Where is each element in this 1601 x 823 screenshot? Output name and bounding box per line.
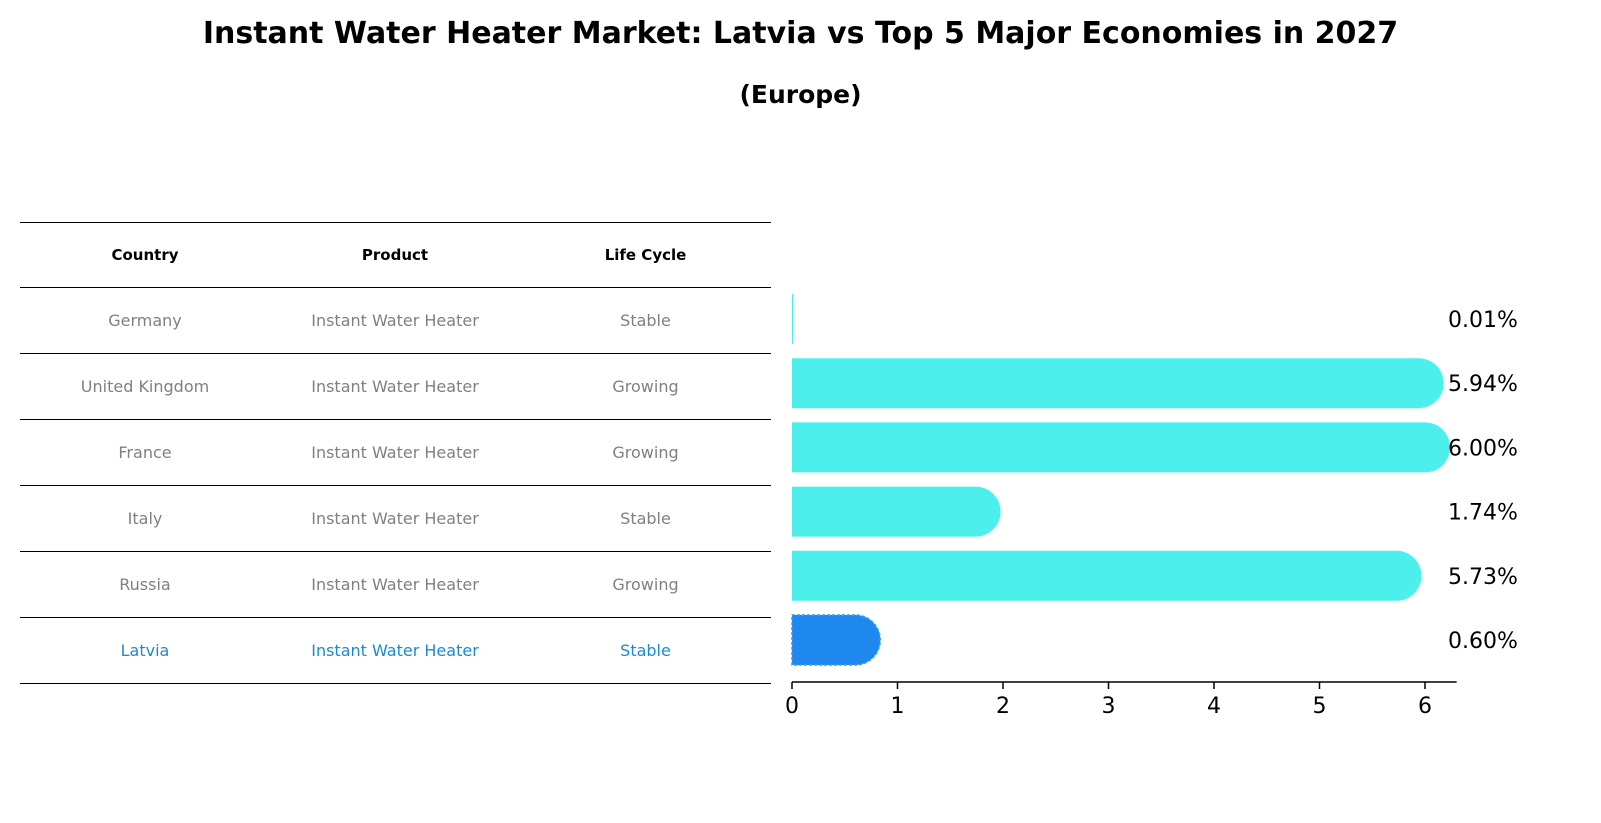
bar-germany <box>792 294 794 344</box>
header-life-cycle: Life Cycle <box>604 246 687 264</box>
value-label-latvia: 0.60% <box>1448 629 1518 654</box>
cell-country: Germany <box>108 311 182 330</box>
cell-product: Instant Water Heater <box>311 443 479 462</box>
cell-country: Russia <box>119 575 171 594</box>
x-tick-label: 3 <box>1102 694 1116 719</box>
table-row-highlight: Latvia Instant Water Heater Stable <box>20 618 771 684</box>
cell-life-cycle: Stable <box>620 509 671 528</box>
x-tick-label: 5 <box>1313 694 1327 719</box>
value-label-russia: 5.73% <box>1448 565 1518 590</box>
cell-product: Instant Water Heater <box>311 641 479 660</box>
value-label-united-kingdom: 5.94% <box>1448 372 1518 397</box>
chart-subtitle: (Europe) <box>739 80 862 109</box>
x-tick-label: 6 <box>1418 694 1432 719</box>
table-header-row: Country Product Life Cycle <box>20 222 771 288</box>
x-tick-label: 4 <box>1207 694 1221 719</box>
chart-title: Instant Water Heater Market: Latvia vs T… <box>202 16 1399 51</box>
cell-product: Instant Water Heater <box>311 311 479 330</box>
table-row: Germany Instant Water Heater Stable <box>20 288 771 354</box>
bar-chart: 0.01% 5.94% 6.00% 1.74% 5.73% 0.60% 0 1 2 3 4 5 6 <box>785 294 1518 719</box>
cell-product: Instant Water Heater <box>311 377 479 396</box>
bar-france <box>792 422 1450 473</box>
table-row: United Kingdom Instant Water Heater Grow… <box>20 354 771 420</box>
cell-life-cycle: Growing <box>612 443 679 462</box>
cell-life-cycle: Stable <box>620 311 671 330</box>
value-label-germany: 0.01% <box>1448 308 1518 333</box>
market-table: Country Product Life Cycle Germany Insta… <box>20 222 771 684</box>
x-tick-label: 1 <box>891 694 905 719</box>
cell-country: United Kingdom <box>80 377 210 396</box>
table-row: Italy Instant Water Heater Stable <box>20 486 771 552</box>
header-country: Country <box>111 246 179 264</box>
bar-russia <box>792 550 1422 601</box>
cell-product: Instant Water Heater <box>311 575 479 594</box>
bar-latvia <box>791 614 881 666</box>
x-tick-label: 2 <box>996 694 1010 719</box>
table-row: Russia Instant Water Heater Growing <box>20 552 771 618</box>
cell-life-cycle: Growing <box>612 575 679 594</box>
value-label-france: 6.00% <box>1448 436 1518 461</box>
x-tick-label: 0 <box>785 694 799 719</box>
cell-country: Italy <box>127 509 163 528</box>
value-label-italy: 1.74% <box>1448 501 1518 526</box>
bar-united-kingdom <box>792 358 1444 409</box>
cell-life-cycle: Growing <box>612 377 679 396</box>
cell-product: Instant Water Heater <box>311 509 479 528</box>
header-product: Product <box>361 246 429 264</box>
cell-country: France <box>118 443 172 462</box>
table-row: France Instant Water Heater Growing <box>20 420 771 486</box>
cell-life-cycle: Stable <box>620 641 671 660</box>
cell-country: Latvia <box>120 641 170 660</box>
bar-italy <box>792 486 1001 537</box>
